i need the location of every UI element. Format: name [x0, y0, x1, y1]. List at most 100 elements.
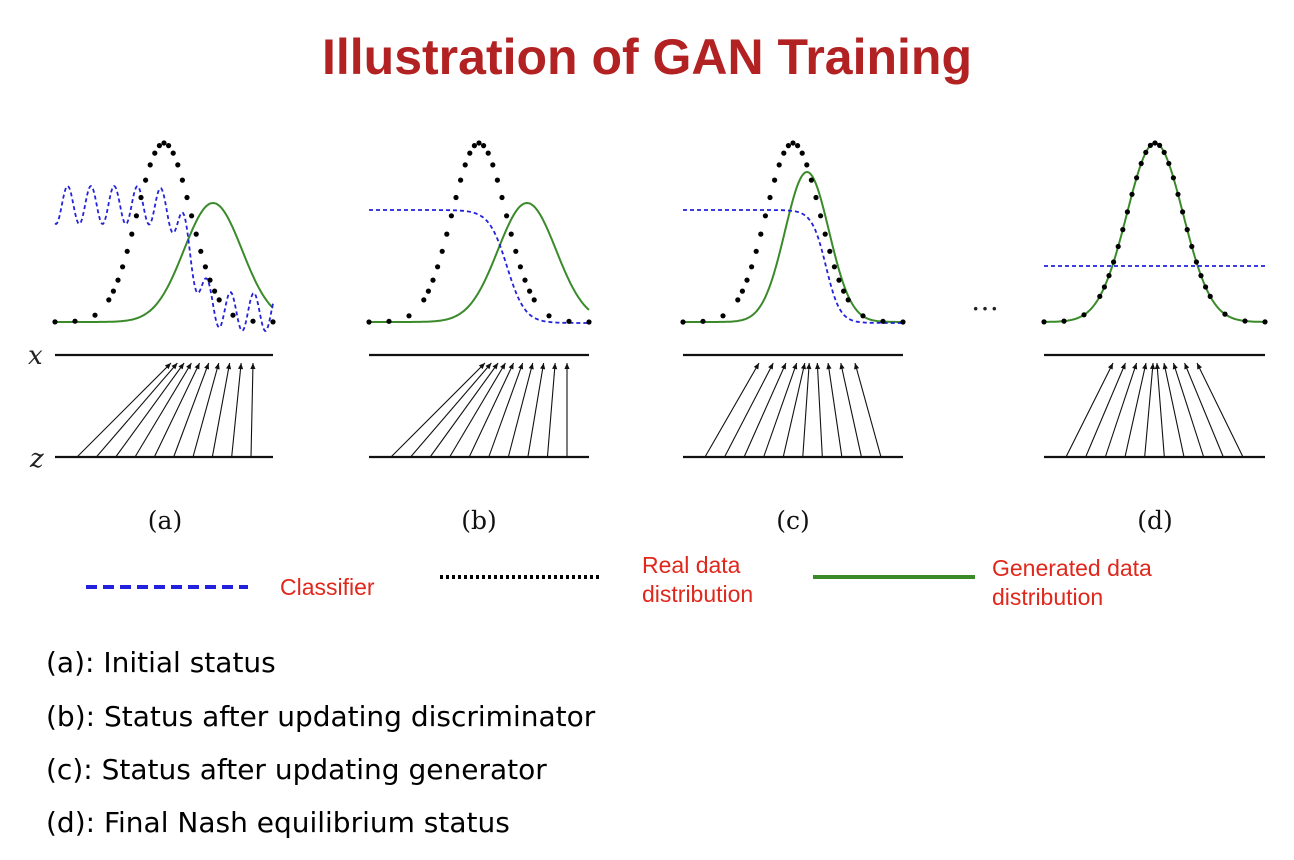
panel-label-b: (b): [461, 506, 497, 535]
mapping-arrow: [724, 362, 774, 458]
real-data-point: [92, 312, 98, 318]
mapping-arrow: [704, 362, 760, 458]
real-data-point: [1184, 227, 1190, 233]
mapping-arrowhead: [768, 363, 774, 370]
real-data-point: [527, 288, 533, 294]
real-data-point: [120, 264, 126, 270]
real-data-point: [822, 231, 828, 237]
real-data-point: [818, 213, 824, 219]
mapping-arrow: [468, 362, 515, 458]
real-data-point: [1101, 284, 1107, 290]
mapping-arrowhead: [1162, 363, 1168, 370]
real-data-point: [106, 297, 112, 303]
classifier-curve: [683, 209, 903, 324]
real-data-point: [1124, 209, 1130, 215]
mapping-arrow: [115, 362, 185, 458]
real-data-point: [1262, 319, 1268, 325]
real-data-point: [471, 143, 477, 149]
mapping-arrow: [95, 362, 178, 458]
real-data-point: [753, 248, 759, 254]
mapping-arrow: [546, 362, 556, 458]
mapping-arrow: [782, 362, 806, 458]
legend-classifier-label: Classifier: [280, 574, 375, 600]
mapping-arrowhead: [178, 363, 185, 370]
mapping-arrowhead: [225, 363, 232, 370]
mapping-arrow: [1172, 362, 1205, 458]
mapping-arrowhead: [500, 363, 506, 370]
mapping-arrow: [840, 362, 862, 458]
caption-d: (d): Final Nash equilibrium status: [46, 806, 510, 839]
mapping-arrow: [429, 362, 499, 458]
real-data-point: [720, 313, 726, 319]
mapping-arrowhead: [250, 363, 256, 370]
real-data-point: [143, 177, 149, 183]
real-data-point: [147, 162, 153, 168]
mapping-arrowhead: [800, 363, 806, 370]
real-data-point: [504, 213, 510, 219]
real-data-point: [1189, 243, 1195, 250]
mapping-arrowhead: [781, 363, 786, 370]
generated-distribution-curve: [1044, 141, 1265, 323]
mapping-arrow: [76, 362, 172, 458]
generated-distribution-curve: [369, 201, 590, 323]
real-data-point: [207, 277, 213, 283]
mapping-arrow: [1163, 362, 1185, 458]
mapping-arrowhead: [1107, 363, 1113, 370]
real-data-point: [425, 288, 431, 294]
real-data-point: [566, 318, 572, 324]
mapping-arrow: [1085, 362, 1126, 458]
mapping-arrow: [173, 362, 210, 458]
real-data-point: [586, 319, 592, 325]
real-data-point: [546, 313, 552, 319]
mapping-arrow: [153, 362, 201, 458]
mapping-arrowhead: [1132, 363, 1138, 370]
real-data-point: [1111, 259, 1117, 265]
real-data-point: [1175, 191, 1181, 197]
real-data-point: [845, 297, 851, 303]
generated-distribution-curve: [683, 170, 903, 323]
x-axis-label: x: [28, 341, 43, 371]
real-data-point: [1203, 284, 1209, 290]
mapping-arrow: [211, 362, 231, 458]
mapping-arrowhead: [204, 363, 210, 370]
mapping-arrow: [816, 362, 823, 458]
real-data-point: [827, 248, 833, 254]
real-data-point: [250, 318, 256, 324]
panel-b: [366, 140, 592, 459]
mapping-arrowhead: [214, 363, 220, 370]
mapping-arrowhead: [478, 363, 485, 370]
real-data-point: [762, 213, 769, 219]
mapping-arrow: [763, 362, 798, 458]
real-data-point: [1129, 191, 1135, 197]
real-data-point: [467, 150, 473, 156]
real-data-point: [776, 162, 782, 168]
real-data-point: [1180, 209, 1186, 215]
real-data-point: [790, 140, 796, 146]
real-data-point: [749, 264, 755, 270]
real-data-point: [435, 264, 441, 270]
real-data-point: [444, 231, 450, 237]
mapping-arrowhead: [171, 363, 178, 370]
mapping-arrowhead: [854, 363, 860, 370]
real-data-point: [481, 143, 487, 149]
real-data-point: [152, 150, 158, 156]
real-data-point: [110, 288, 116, 294]
real-data-point: [421, 297, 427, 303]
real-data-point: [831, 264, 838, 270]
mapping-arrowhead: [237, 363, 244, 370]
real-data-point: [860, 313, 866, 319]
real-data-point: [462, 162, 468, 168]
real-data-point: [216, 297, 222, 303]
mapping-arrow: [527, 362, 545, 458]
real-data-point: [700, 318, 706, 324]
real-data-point: [841, 288, 847, 294]
real-data-point: [522, 277, 528, 283]
mapping-arrow: [1156, 362, 1165, 458]
real-data-point: [680, 319, 686, 325]
mapping-arrowhead: [518, 363, 524, 370]
mapping-arrow: [134, 362, 192, 458]
real-data-point: [179, 177, 185, 183]
generated-distribution-curve: [55, 201, 274, 323]
mapping-arrow: [250, 362, 254, 458]
